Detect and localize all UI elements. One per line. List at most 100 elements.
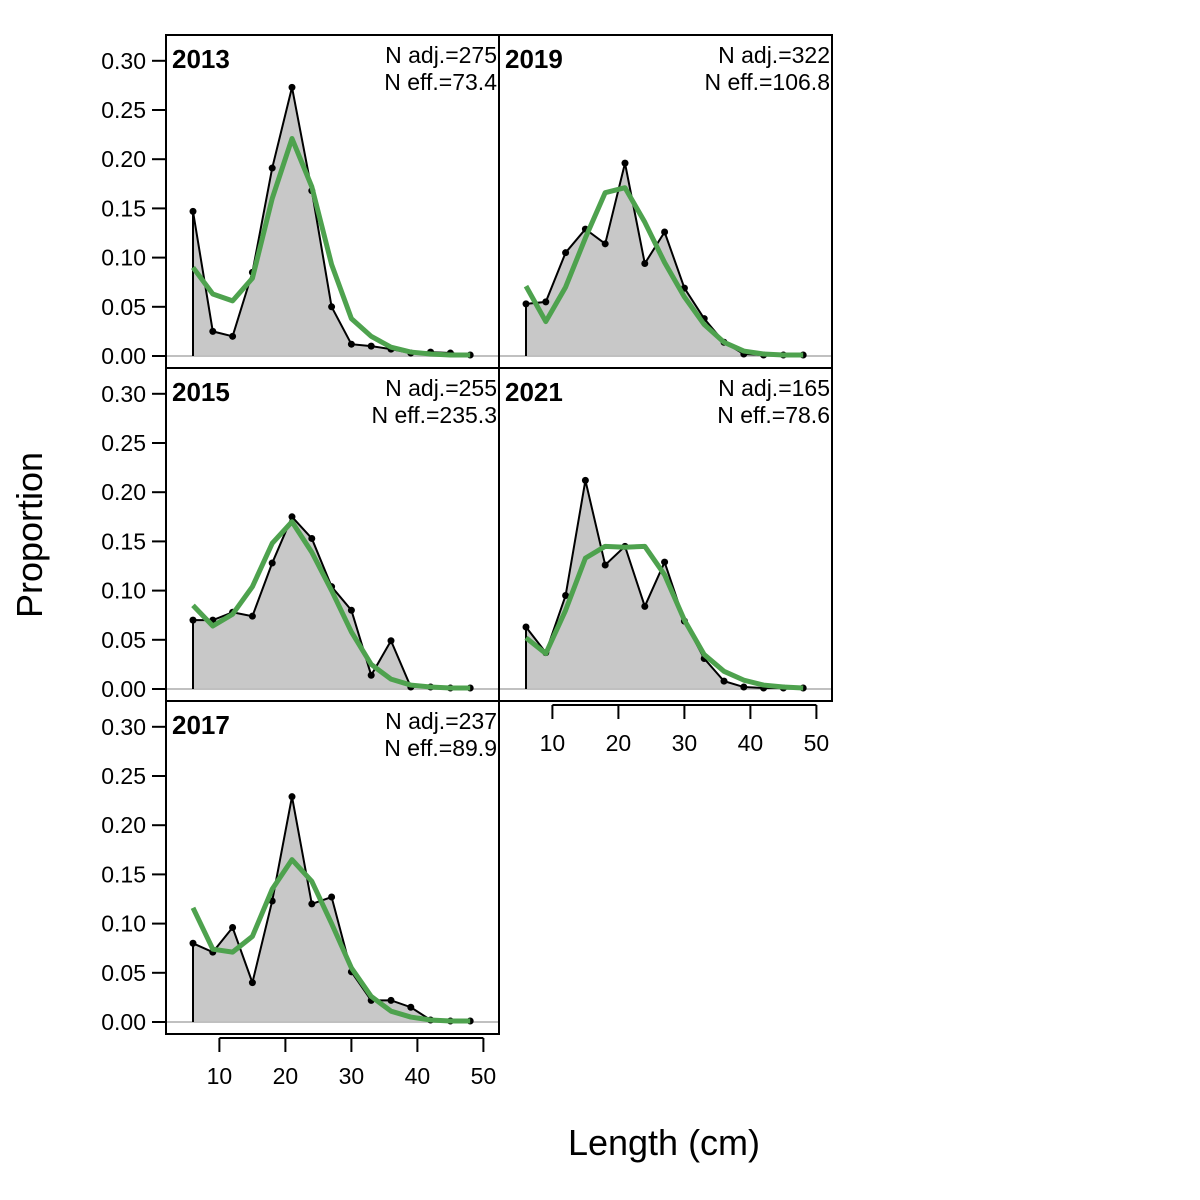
observed-point-2015-6 [189, 616, 197, 624]
x-tick-label-0-50: 50 [471, 1063, 497, 1089]
n-eff-2017: N eff.=89.9 [384, 735, 497, 761]
observed-area-2017 [193, 796, 471, 1022]
y-tick-label-2017-0.00: 0.00 [101, 1009, 146, 1035]
observed-point-2017-21 [288, 793, 296, 801]
y-tick-label-2013-0.10: 0.10 [101, 245, 146, 271]
observed-point-2019-6 [522, 300, 530, 308]
observed-point-2013-9 [209, 327, 217, 335]
observed-point-2017-6 [189, 939, 197, 947]
y-tick-label-2013-0.20: 0.20 [101, 146, 146, 172]
observed-point-2021-36 [720, 677, 728, 685]
x-tick-label-1-30: 30 [672, 730, 698, 756]
observed-point-2013-33 [367, 342, 375, 350]
n-adj-2019: N adj.=322 [718, 42, 830, 68]
observed-point-2013-18 [268, 164, 276, 172]
expected-line-2017 [190, 857, 471, 1024]
n-eff-2015: N eff.=235.3 [371, 402, 497, 428]
x-tick-label-1-40: 40 [738, 730, 764, 756]
x-tick-label-0-30: 30 [339, 1063, 365, 1089]
observed-point-2013-6 [189, 207, 197, 215]
observed-area-2021 [526, 480, 804, 689]
observed-point-2017-36 [387, 996, 395, 1004]
observed-point-2015-30 [347, 606, 355, 614]
y-tick-label-2017-0.15: 0.15 [101, 861, 146, 887]
observed-point-2021-15 [581, 476, 589, 484]
y-tick-label-2015-0.25: 0.25 [101, 430, 146, 456]
observed-point-2015-15 [248, 612, 256, 620]
x-axis-label: Length (cm) [568, 1122, 760, 1163]
panel-frame-2021 [498, 367, 833, 702]
y-tick-label-2013-0.15: 0.15 [101, 195, 146, 221]
y-tick-label-2015-0.15: 0.15 [101, 528, 146, 554]
x-tick-label-1-20: 20 [606, 730, 632, 756]
expected-line-2019 [523, 185, 804, 358]
n-eff-2021: N eff.=78.6 [717, 402, 830, 428]
y-tick-label-2015-0.30: 0.30 [101, 381, 146, 407]
y-tick-label-2015-0.10: 0.10 [101, 578, 146, 604]
x-tick-label-0-20: 20 [273, 1063, 299, 1089]
y-axis-label: Proportion [9, 452, 50, 618]
observed-point-2019-18 [601, 240, 609, 248]
panel-year-2017: 2017 [172, 710, 230, 740]
y-tick-label-2017-0.30: 0.30 [101, 714, 146, 740]
observed-point-2017-15 [248, 979, 256, 987]
observed-point-2015-18 [268, 559, 276, 567]
n-eff-2013: N eff.=73.4 [384, 69, 497, 95]
observed-point-2013-27 [328, 303, 336, 311]
observed-area-2015 [193, 516, 471, 689]
x-tick-label-0-40: 40 [405, 1063, 431, 1089]
observed-point-2021-18 [601, 561, 609, 569]
observed-point-2019-21 [621, 159, 629, 167]
panel-year-2019: 2019 [505, 44, 563, 74]
observed-point-2019-27 [661, 228, 669, 236]
panel-year-2013: 2013 [172, 44, 230, 74]
axes-layer: 0.00 0.05 0.10 0.15 0.20 0.25 0.30 0.00 0.05 0.10… [101, 48, 829, 1089]
observed-point-2013-30 [347, 340, 355, 348]
observed-point-2019-12 [562, 249, 570, 257]
observed-point-2013-12 [229, 332, 237, 340]
y-tick-label-2017-0.25: 0.25 [101, 763, 146, 789]
expected-line-2015 [191, 519, 471, 691]
observed-point-2021-6 [522, 623, 530, 631]
observed-point-2017-12 [229, 924, 237, 932]
observed-point-2019-24 [641, 260, 649, 268]
panel-frame-2017 [165, 700, 500, 1035]
observed-point-2017-39 [407, 1003, 415, 1011]
y-tick-label-2017-0.20: 0.20 [101, 812, 146, 838]
observed-point-2021-12 [562, 592, 570, 600]
observed-point-2015-21 [288, 513, 296, 521]
observed-point-2021-24 [641, 602, 649, 610]
observed-point-2015-24 [308, 534, 316, 542]
observed-point-2015-33 [367, 671, 375, 679]
observed-point-2017-27 [328, 893, 336, 901]
n-eff-2019: N eff.=106.8 [704, 69, 830, 95]
n-adj-2013: N adj.=275 [385, 42, 497, 68]
y-tick-label-2013-0.25: 0.25 [101, 97, 146, 123]
y-tick-label-2017-0.10: 0.10 [101, 911, 146, 937]
expected-line-2013 [190, 136, 471, 358]
panel-year-2021: 2021 [505, 377, 563, 407]
n-adj-2015: N adj.=255 [385, 375, 497, 401]
y-tick-label-2017-0.05: 0.05 [101, 960, 146, 986]
observed-point-2013-21 [288, 83, 296, 91]
observed-point-2019-9 [542, 298, 550, 306]
y-tick-label-2015-0.00: 0.00 [101, 676, 146, 702]
y-tick-label-2013-0.05: 0.05 [101, 294, 146, 320]
observed-line-2021 [525, 480, 804, 690]
y-tick-label-2015-0.05: 0.05 [101, 627, 146, 653]
y-tick-label-2015-0.20: 0.20 [101, 479, 146, 505]
panel-year-2015: 2015 [172, 377, 230, 407]
x-tick-label-1-50: 50 [804, 730, 830, 756]
observed-point-2015-36 [387, 637, 395, 645]
observed-point-2021-39 [740, 683, 748, 691]
observed-point-2017-24 [308, 900, 316, 908]
observed-area-2013 [193, 87, 471, 357]
observed-point-2021-27 [661, 558, 669, 566]
